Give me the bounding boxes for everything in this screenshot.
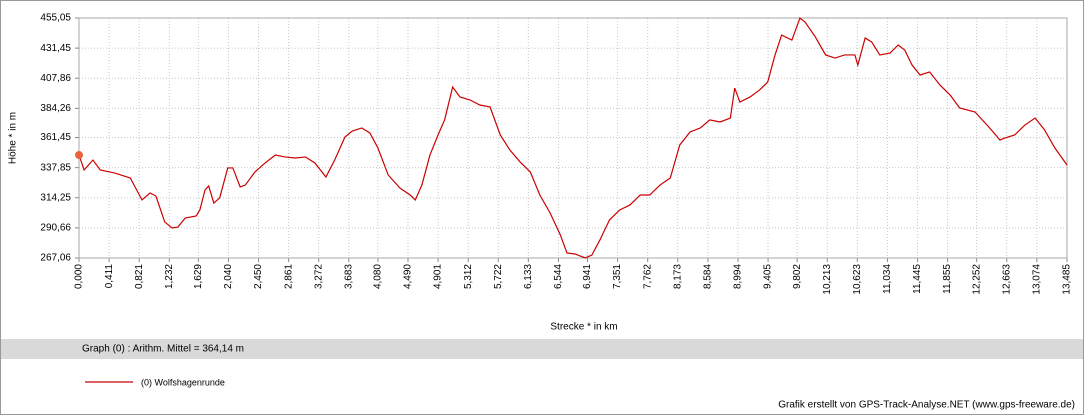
credit: Grafik erstellt von GPS-Track-Analyse.NE… [778,400,1075,411]
x-tick-label: 10,213 [822,264,833,295]
x-tick-label: 9,802 [792,264,803,289]
y-tick-label: 290,66 [40,223,71,234]
x-tick-label: 13,485 [1062,264,1073,295]
x-tick-label: 2,861 [283,264,294,289]
x-tick-label: 12,252 [971,264,982,295]
x-tick-label: 7,762 [642,264,653,289]
x-tick-label: 3,683 [343,264,354,289]
y-tick-label: 337,85 [40,162,71,173]
summary: Graph (0) : Arithm. Mittel = 364,14 m [82,344,244,355]
legend-label: (0) Wolfshagenrunde [141,377,225,387]
x-axis-title: Strecke * in km [550,322,617,333]
x-tick-label: 6,133 [523,264,534,289]
x-tick-label: 1,629 [193,264,204,289]
x-tick-label: 9,405 [763,264,774,289]
x-tick-label: 8,173 [672,264,683,289]
x-tick-label: 4,901 [433,264,444,289]
x-tick-label: 0,000 [74,264,85,289]
x-tick-label: 11,445 [912,264,923,294]
x-tick-label: 2,450 [253,264,264,289]
y-tick-label: 455,05 [40,13,71,24]
x-tick-label: 3,272 [313,264,324,289]
x-tick-label: 2,040 [223,264,234,289]
x-tick-label: 0,411 [104,264,115,289]
x-tick-label: 13,074 [1032,264,1043,295]
x-tick-label: 11,034 [882,264,893,294]
x-tick-label: 1,232 [164,264,175,289]
x-tick-label: 10,623 [852,264,863,295]
x-tick-label: 7,351 [612,264,623,289]
y-tick-label: 431,45 [40,43,71,54]
x-tick-label: 12,663 [1001,264,1012,295]
x-tick-label: 8,584 [703,264,714,289]
plot-frame [78,17,1068,259]
start-marker [75,151,83,160]
y-axis-title: Höhe * in m [8,112,19,164]
elevation-line [78,17,1068,259]
x-tick-label: 11,855 [942,264,953,294]
x-tick-label: 5,312 [463,264,474,289]
x-tick-label: 6,941 [582,264,593,289]
x-tick-label: 5,722 [493,264,504,289]
y-tick-label: 384,26 [40,103,71,114]
x-tick-label: 6,544 [553,264,564,289]
y-tick-label: 361,45 [40,132,71,143]
x-tick-label: 8,994 [733,264,744,289]
x-tick-label: 0,821 [134,264,145,289]
y-tick-label: 407,86 [40,73,71,84]
y-tick-label: 267,06 [40,253,71,264]
x-tick-label: 4,080 [373,264,384,289]
summary-band [1,339,1083,359]
x-tick-label: 4,490 [403,264,414,289]
y-tick-label: 314,25 [40,192,71,203]
